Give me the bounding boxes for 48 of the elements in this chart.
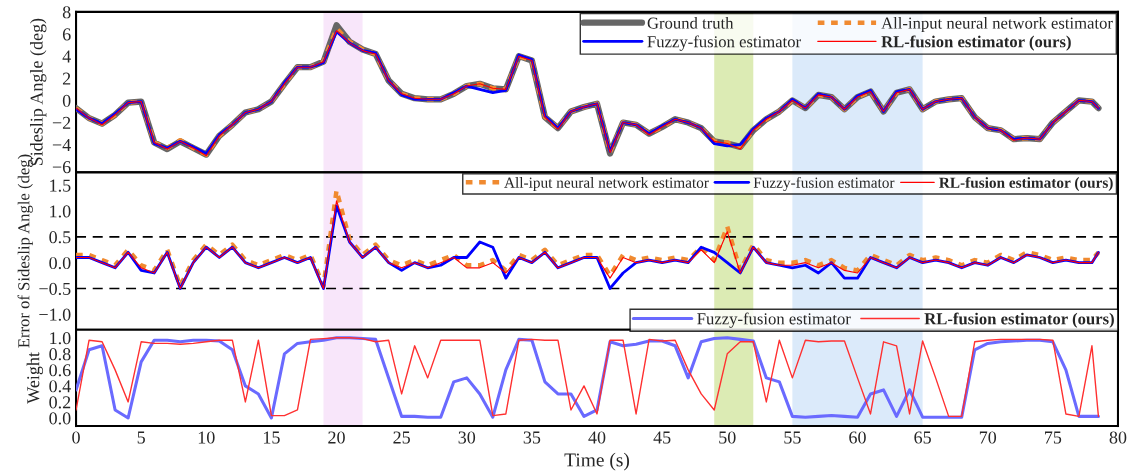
x-tick-label: 5 (137, 431, 145, 444)
legend-label: All-input neural network estimator (881, 17, 1113, 33)
y-tick-label: 6 (62, 28, 71, 41)
y-tick-label: 0.8 (49, 348, 71, 361)
x-tick-label: 20 (328, 431, 345, 444)
y-tick-label: 0.0 (49, 412, 71, 425)
x-tick-label: 25 (393, 431, 410, 444)
x-tick-label: 35 (523, 431, 541, 444)
y-tick-label: −4 (52, 139, 71, 151)
y-tick-label: 0.4 (49, 380, 71, 393)
y-tick-label: 0.0 (49, 256, 71, 270)
y-tick-label: 8 (62, 6, 71, 19)
y-axis-title: Weight (26, 352, 44, 404)
x-axis-title: Time (s) (564, 452, 630, 471)
legend-label: Fuzzy-fusion estimator (753, 176, 895, 191)
y-tick-label: −2 (52, 116, 71, 129)
x-tick-label: 10 (198, 431, 215, 444)
y-tick-label: −1.0 (39, 308, 71, 321)
y-tick-label: 1.0 (50, 332, 71, 345)
x-tick-label: 65 (914, 431, 931, 444)
legend-label: RL-fusion estimator (ours) (924, 312, 1114, 328)
y-tick-label: 4 (62, 50, 71, 63)
x-tick-label: 75 (1045, 431, 1062, 444)
legend-label: Fuzzy-fusion estimator (697, 312, 851, 328)
x-tick-label: 50 (719, 431, 736, 444)
y-tick-label: 2 (62, 72, 71, 85)
x-tick-label: 55 (784, 431, 801, 444)
x-tick-label: 30 (458, 431, 476, 444)
y-tick-label: 0.6 (49, 364, 71, 377)
x-tick-label: 60 (849, 431, 866, 444)
legend-label: Fuzzy-fusion estimator (647, 35, 801, 51)
legend-label: RL-fusion estimator (ours) (939, 176, 1113, 191)
x-tick-label: 45 (653, 431, 671, 444)
x-tick-label: 40 (588, 431, 606, 444)
y-tick-label: −6 (52, 161, 71, 174)
legend-label: Ground truth (647, 17, 734, 29)
legend-label: All-iput neural network estimator (504, 177, 709, 191)
y-tick-label: 0.2 (49, 396, 71, 409)
y-tick-label: 1.0 (50, 205, 71, 218)
x-tick-label: 0 (72, 431, 80, 444)
y-tick-label: 0.5 (49, 231, 71, 244)
y-tick-label: 0 (62, 94, 71, 107)
x-tick-label: 15 (263, 431, 280, 444)
y-tick-label: −0.5 (39, 282, 71, 295)
legend-label: RL-fusion estimator (ours) (881, 35, 1071, 51)
y-tick-label: 1.5 (50, 179, 71, 192)
x-tick-label: 70 (979, 431, 997, 444)
x-tick-label: 80 (1109, 431, 1127, 444)
